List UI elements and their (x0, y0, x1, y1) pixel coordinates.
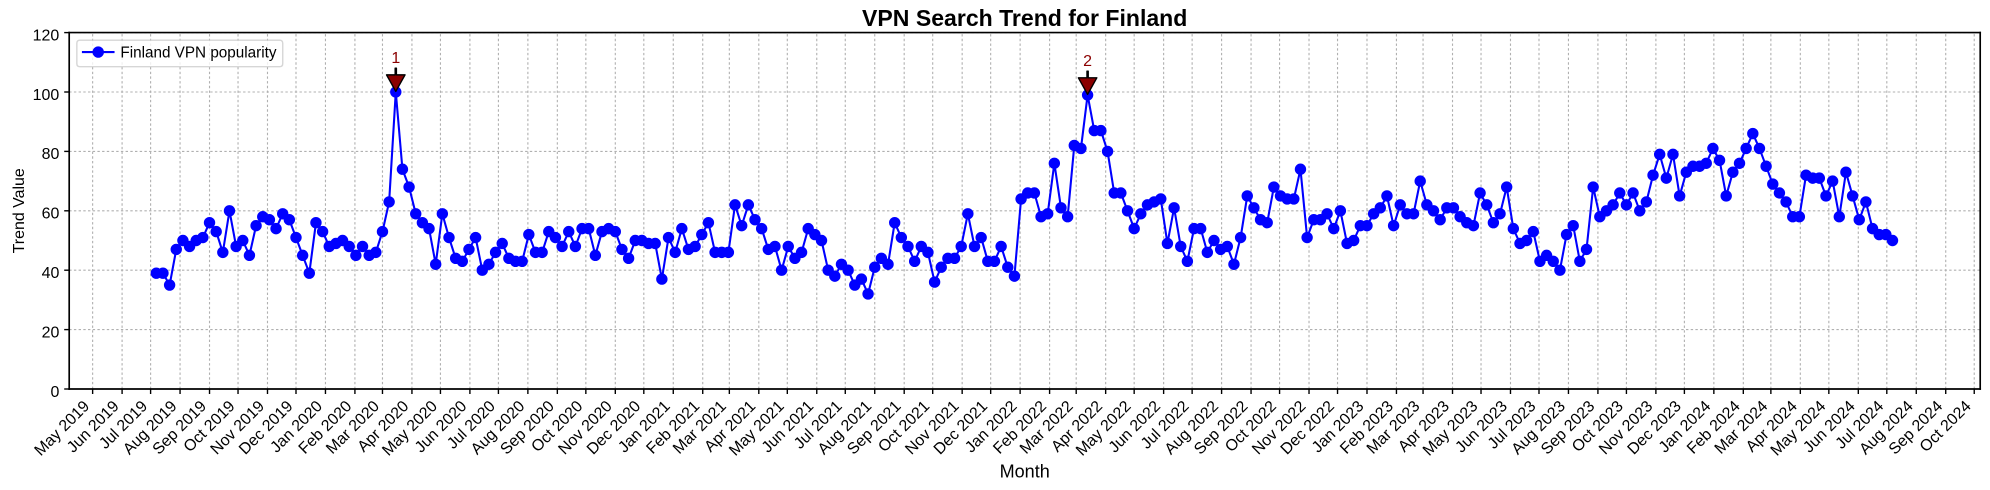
svg-text:40: 40 (42, 265, 60, 282)
svg-text:80: 80 (42, 146, 60, 163)
svg-text:1: 1 (391, 50, 400, 67)
svg-text:VPN Search Trend for Finland: VPN Search Trend for Finland (862, 5, 1187, 31)
svg-text:0: 0 (50, 384, 59, 401)
svg-text:Month: Month (1000, 462, 1050, 482)
svg-text:Finland VPN popularity: Finland VPN popularity (120, 44, 276, 61)
svg-text:120: 120 (33, 27, 60, 44)
svg-text:Trend Value: Trend Value (11, 168, 28, 253)
svg-text:100: 100 (33, 87, 60, 104)
svg-text:60: 60 (42, 206, 60, 223)
svg-text:20: 20 (42, 324, 60, 341)
svg-text:2: 2 (1083, 53, 1092, 70)
